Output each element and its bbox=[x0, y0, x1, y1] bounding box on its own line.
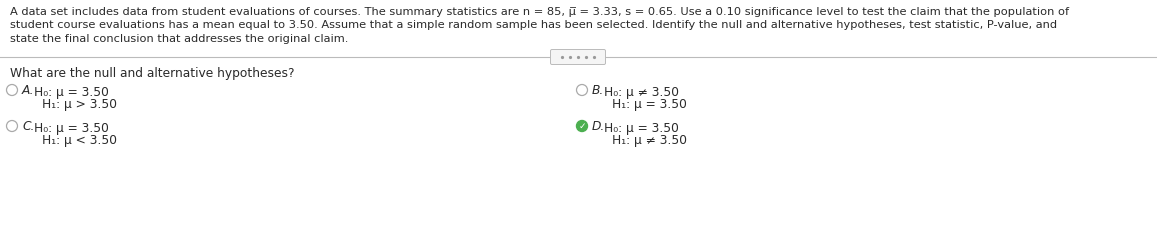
Text: H₀: μ = 3.50: H₀: μ = 3.50 bbox=[34, 122, 109, 135]
Text: state the final conclusion that addresses the original claim.: state the final conclusion that addresse… bbox=[10, 34, 348, 44]
Circle shape bbox=[576, 120, 588, 132]
Text: H₀: μ = 3.50: H₀: μ = 3.50 bbox=[34, 86, 109, 99]
Text: H₀: μ = 3.50: H₀: μ = 3.50 bbox=[604, 122, 679, 135]
Text: A data set includes data from student evaluations of courses. The summary statis: A data set includes data from student ev… bbox=[10, 7, 1069, 17]
Text: H₁: μ < 3.50: H₁: μ < 3.50 bbox=[42, 134, 117, 147]
Text: H₀: μ ≠ 3.50: H₀: μ ≠ 3.50 bbox=[604, 86, 679, 99]
Text: What are the null and alternative hypotheses?: What are the null and alternative hypoth… bbox=[10, 67, 295, 80]
FancyBboxPatch shape bbox=[551, 49, 605, 65]
Text: ✓: ✓ bbox=[578, 121, 585, 130]
Text: student course evaluations has a mean equal to 3.50. Assume that a simple random: student course evaluations has a mean eq… bbox=[10, 20, 1057, 31]
Text: B.: B. bbox=[592, 83, 604, 96]
Text: D.: D. bbox=[592, 120, 605, 133]
Text: H₁: μ > 3.50: H₁: μ > 3.50 bbox=[42, 98, 117, 111]
Text: A.: A. bbox=[22, 83, 35, 96]
Text: H₁: μ ≠ 3.50: H₁: μ ≠ 3.50 bbox=[612, 134, 687, 147]
Text: H₁: μ = 3.50: H₁: μ = 3.50 bbox=[612, 98, 687, 111]
Text: C.: C. bbox=[22, 120, 35, 133]
